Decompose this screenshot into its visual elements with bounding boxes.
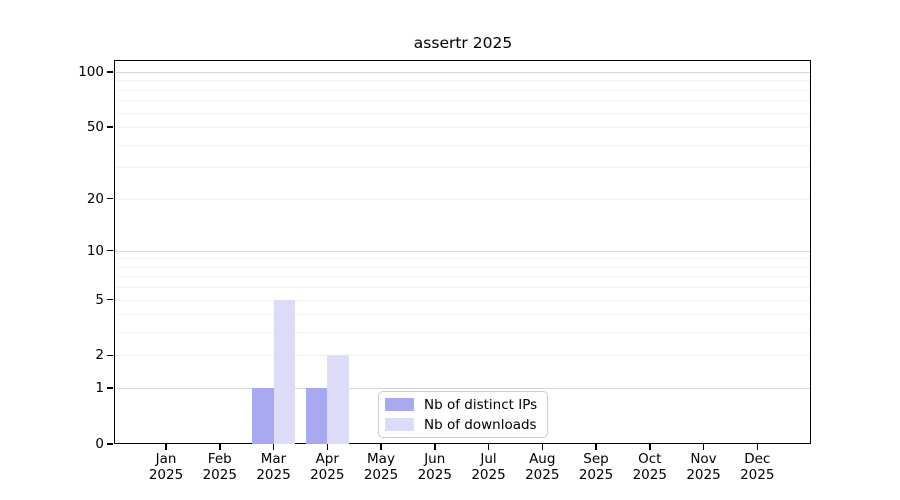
minor-gridline (115, 198, 810, 200)
x-tick-label: Dec 2025 (740, 451, 775, 483)
y-axis-tick (107, 197, 113, 200)
x-axis-tick (595, 444, 597, 450)
x-axis-tick (702, 444, 705, 450)
x-axis-tick (272, 444, 275, 450)
major-gridline (115, 72, 810, 74)
x-axis-tick (649, 444, 651, 450)
legend: Nb of distinct IPs Nb of downloads (378, 391, 548, 438)
y-tick-label: 5 (95, 291, 104, 308)
bar-apr-distinct-ips (305, 388, 328, 444)
minor-gridline (115, 100, 810, 102)
x-tick-label: Feb 2025 (202, 451, 237, 483)
legend-swatch (385, 418, 414, 431)
minor-gridline (115, 258, 810, 260)
minor-gridline (115, 167, 810, 169)
x-axis-tick (165, 444, 167, 450)
major-gridline (115, 250, 810, 252)
minor-gridline (115, 266, 810, 268)
minor-gridline (115, 314, 810, 316)
x-tick-label: Apr 2025 (310, 451, 345, 483)
legend-label: Nb of distinct IPs (424, 396, 538, 413)
legend-entry: Nb of distinct IPs (385, 397, 541, 413)
y-axis-tick (107, 126, 113, 128)
minor-gridline (115, 144, 810, 146)
major-gridline (115, 388, 810, 390)
x-tick-label: Aug 2025 (525, 451, 560, 483)
y-axis-tick (107, 298, 113, 301)
y-axis-tick (107, 249, 113, 252)
x-axis-tick (380, 444, 382, 450)
minor-gridline (115, 299, 810, 301)
y-tick-label: 100 (78, 64, 104, 81)
x-axis-tick (487, 444, 490, 450)
bar-mar-distinct-ips (252, 388, 274, 444)
x-axis-tick (434, 444, 436, 450)
y-axis-tick (107, 71, 113, 73)
minor-gridline (115, 80, 810, 82)
x-tick-label: Jan 2025 (148, 451, 184, 483)
legend-entry: Nb of downloads (385, 417, 541, 433)
bar-mar-downloads (273, 299, 295, 444)
minor-gridline (115, 127, 810, 129)
minor-gridline (115, 276, 810, 278)
plot-area (114, 60, 811, 444)
x-axis-tick (541, 444, 543, 450)
y-axis-tick (107, 443, 113, 445)
x-tick-label: Sep 2025 (578, 451, 614, 483)
y-tick-label: 50 (86, 119, 104, 136)
y-tick-label: 2 (95, 347, 104, 364)
x-tick-label: Mar 2025 (256, 451, 291, 483)
x-tick-label: Jul 2025 (471, 451, 506, 483)
legend-swatch (385, 398, 414, 411)
minor-gridline (115, 112, 810, 114)
bar-apr-downloads (327, 355, 349, 444)
x-tick-label: Jun 2025 (417, 451, 452, 483)
y-axis-tick (107, 354, 113, 357)
x-tick-label: Nov 2025 (686, 451, 721, 483)
minor-gridline (115, 332, 810, 334)
y-tick-label: 20 (86, 190, 104, 207)
x-tick-label: May 2025 (363, 451, 399, 483)
x-tick-label: Oct 2025 (632, 451, 667, 483)
legend-label: Nb of downloads (424, 416, 537, 433)
y-tick-label: 10 (86, 242, 104, 259)
chart-title: assertr 2025 (413, 34, 513, 52)
y-tick-label: 1 (95, 380, 104, 397)
y-axis-tick (107, 387, 113, 389)
y-tick-label: 0 (95, 436, 104, 452)
x-axis-tick (756, 444, 758, 450)
x-axis-tick (326, 444, 328, 450)
minor-gridline (115, 89, 810, 91)
minor-gridline (115, 355, 810, 357)
minor-gridline (115, 287, 810, 289)
x-axis-tick (219, 444, 221, 450)
